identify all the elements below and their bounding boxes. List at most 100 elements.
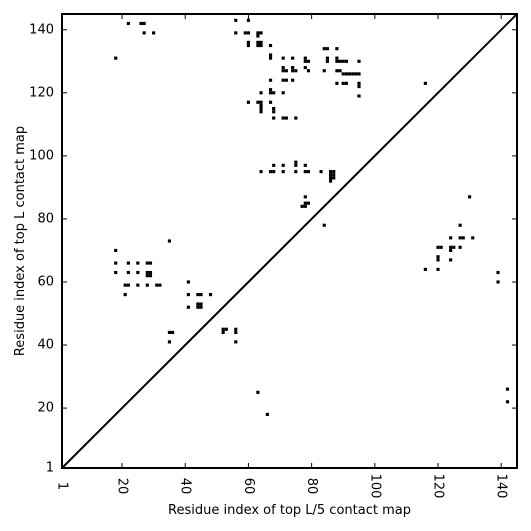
contact-point	[325, 59, 329, 63]
contact-point	[300, 204, 304, 208]
contact-point	[126, 283, 130, 287]
contact-point	[332, 176, 336, 180]
x-tick-label: 20	[115, 478, 130, 495]
contact-point	[306, 201, 311, 205]
plot-marks	[114, 18, 510, 416]
contact-point	[452, 245, 456, 249]
contact-point	[114, 261, 118, 265]
contact-point	[291, 56, 295, 60]
contact-point	[114, 248, 118, 253]
contact-point	[272, 91, 276, 95]
contact-point	[196, 302, 200, 306]
y-tick-label: 120	[29, 85, 54, 100]
contact-point	[294, 116, 298, 120]
contact-point	[335, 81, 339, 85]
contact-point	[341, 72, 345, 76]
contact-point	[259, 110, 263, 114]
contact-point	[303, 163, 307, 167]
contact-point	[354, 72, 358, 76]
contact-point	[148, 261, 153, 265]
contact-point	[268, 170, 273, 174]
contact-point	[458, 223, 462, 227]
contact-point	[256, 34, 260, 38]
contact-point	[272, 116, 276, 120]
contact-point	[142, 31, 146, 35]
contact-point	[338, 69, 342, 73]
contact-point	[268, 100, 273, 104]
contact-point	[505, 400, 510, 404]
contact-point	[281, 170, 285, 174]
contact-point	[341, 59, 345, 63]
contact-point	[439, 245, 443, 249]
contact-point	[357, 72, 361, 76]
contact-point	[303, 195, 307, 199]
contact-point	[234, 18, 238, 22]
contact-point	[126, 261, 130, 265]
contact-point	[347, 72, 352, 76]
contact-point	[357, 59, 361, 63]
contact-point	[329, 176, 333, 180]
contact-point	[167, 330, 172, 334]
contact-point	[268, 88, 273, 92]
contact-point	[268, 53, 273, 57]
contact-point	[123, 283, 127, 287]
contact-point	[259, 100, 263, 104]
contact-point	[234, 327, 238, 331]
contact-point	[246, 43, 250, 48]
contact-point	[496, 270, 500, 275]
contact-point	[196, 305, 200, 309]
x-tick-label: 100	[367, 474, 382, 499]
contact-point	[158, 283, 162, 287]
contact-point	[303, 170, 307, 174]
contact-point	[126, 270, 130, 275]
contact-point	[259, 40, 263, 44]
contact-point	[291, 66, 295, 70]
contact-point	[294, 69, 298, 73]
contact-point	[322, 69, 326, 73]
contact-point	[221, 330, 225, 334]
y-tick-label: 1	[46, 461, 54, 476]
contact-point	[281, 69, 285, 73]
contact-point	[272, 163, 276, 167]
contact-point	[259, 91, 263, 95]
contact-point	[329, 179, 333, 183]
contact-point	[449, 248, 453, 253]
contact-point	[142, 21, 146, 26]
contact-point	[291, 69, 295, 73]
y-tick-label: 100	[29, 148, 54, 163]
contact-point	[246, 100, 250, 104]
contact-point	[357, 84, 361, 89]
contact-point	[322, 47, 326, 51]
contact-point	[199, 293, 203, 297]
contact-point	[265, 412, 269, 416]
diagonal-line	[61, 13, 518, 469]
contact-point	[152, 31, 156, 35]
contact-point	[256, 40, 260, 44]
contact-point	[272, 107, 276, 111]
contact-point	[505, 387, 510, 391]
contact-point	[259, 170, 263, 174]
contact-point	[221, 327, 225, 331]
contact-point	[272, 110, 276, 114]
contact-point	[196, 293, 200, 297]
contact-point	[268, 43, 273, 48]
contact-point	[458, 236, 462, 240]
contact-point	[335, 59, 339, 63]
contact-point	[423, 81, 427, 85]
y-tick-label: 20	[37, 401, 54, 416]
y-tick-label: 80	[37, 211, 54, 226]
contact-point	[303, 201, 307, 205]
contact-point	[471, 236, 475, 240]
x-tick-label: 80	[304, 478, 319, 495]
contact-point	[303, 59, 307, 63]
contact-point	[351, 72, 355, 76]
contact-point	[303, 56, 307, 60]
plot-frame	[61, 13, 518, 469]
x-tick-label: 140	[494, 474, 509, 499]
contact-point	[145, 261, 149, 265]
contact-point	[449, 245, 453, 249]
contact-point	[136, 261, 140, 265]
contact-point	[325, 47, 329, 51]
contact-point	[294, 160, 298, 164]
